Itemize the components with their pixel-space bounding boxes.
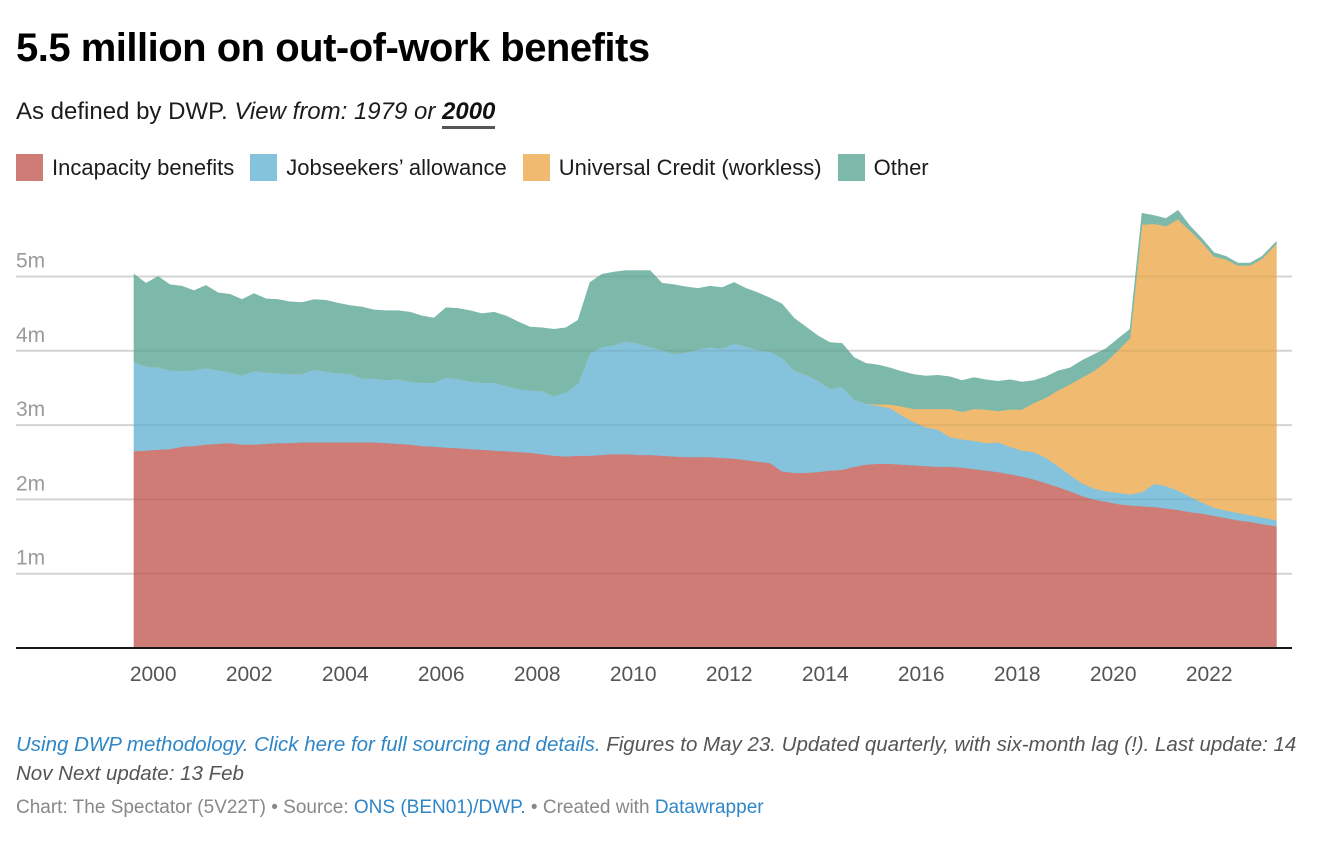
x-tick-label: 2006: [418, 663, 465, 686]
y-tick-label: 4m: [16, 324, 45, 347]
legend-swatch-jsa: [250, 154, 278, 181]
legend-item-other: Other: [837, 154, 929, 181]
x-tick-label: 2020: [1090, 663, 1137, 686]
x-tick-label: 2008: [514, 663, 561, 686]
legend-swatch-other: [837, 154, 865, 181]
legend-label-universal-credit: Universal Credit (workless): [558, 154, 822, 180]
legend-label-incapacity: Incapacity benefits: [52, 154, 235, 180]
subtitle-or: or: [414, 98, 436, 125]
notes-text: Figures to May 23. Updated quarterly, wi…: [16, 733, 1297, 785]
x-tick-label: 2018: [994, 663, 1041, 686]
x-tick-label: 2016: [898, 663, 945, 686]
area-series: [133, 209, 1277, 649]
subtitle-text: As defined by DWP.: [16, 98, 228, 125]
y-tick-label: 5m: [16, 250, 45, 273]
x-tick-label: 2004: [322, 663, 369, 686]
view-from-label: View from:: [234, 98, 348, 125]
x-tick-label: 2012: [706, 663, 753, 686]
chart-subtitle: As defined by DWP. View from: 1979 or 20…: [16, 98, 496, 129]
legend-item-jsa: Jobseekers’ allowance: [250, 154, 507, 181]
x-tick-label: 2002: [226, 663, 273, 686]
legend-swatch-incapacity: [16, 154, 43, 181]
legend-label-other: Other: [873, 154, 929, 180]
x-tick-label: 2000: [130, 663, 177, 686]
x-axis-labels: 2000 2002 2004 2006 2008 2010 2012 2014 2016 2018…: [130, 663, 1233, 686]
chart-footer: Chart: The Spectator (5V22T) • Source: O…: [16, 797, 764, 819]
view-from-2000-button[interactable]: 2000: [442, 98, 496, 129]
y-axis-labels: 1m 2m 3m 4m 5m: [16, 250, 45, 570]
x-tick-label: 2014: [802, 663, 849, 686]
legend-swatch-universal-credit: [522, 154, 550, 181]
footer-chart-credit: Chart: The Spectator (5V22T) • Source:: [16, 797, 354, 818]
footer-created-with: • Created with: [525, 797, 655, 818]
area-other[interactable]: [133, 209, 1277, 413]
y-tick-label: 1m: [16, 547, 45, 570]
legend-item-incapacity: Incapacity benefits: [16, 154, 234, 181]
source-link[interactable]: ONS (BEN01)/DWP.: [353, 797, 526, 818]
legend-label-jsa: Jobseekers’ allowance: [286, 154, 507, 180]
x-tick-label: 2010: [610, 663, 657, 686]
chart-title: 5.5 million on out-of-work benefits: [16, 26, 650, 70]
x-tick-label: 2022: [1186, 663, 1233, 686]
datawrapper-link[interactable]: Datawrapper: [654, 797, 764, 818]
legend-item-universal-credit: Universal Credit (workless): [522, 154, 822, 181]
sourcing-details-link[interactable]: Using DWP methodology. Click here for fu…: [16, 733, 601, 756]
y-tick-label: 3m: [16, 398, 45, 421]
grid-overlay: [16, 275, 1292, 575]
chart-notes: Using DWP methodology. Click here for fu…: [16, 730, 1306, 788]
chart-legend: Incapacity benefits Jobseekers’ allowanc…: [16, 154, 945, 181]
y-tick-label: 2m: [16, 472, 45, 495]
view-from-1979-button[interactable]: 1979: [353, 98, 408, 125]
